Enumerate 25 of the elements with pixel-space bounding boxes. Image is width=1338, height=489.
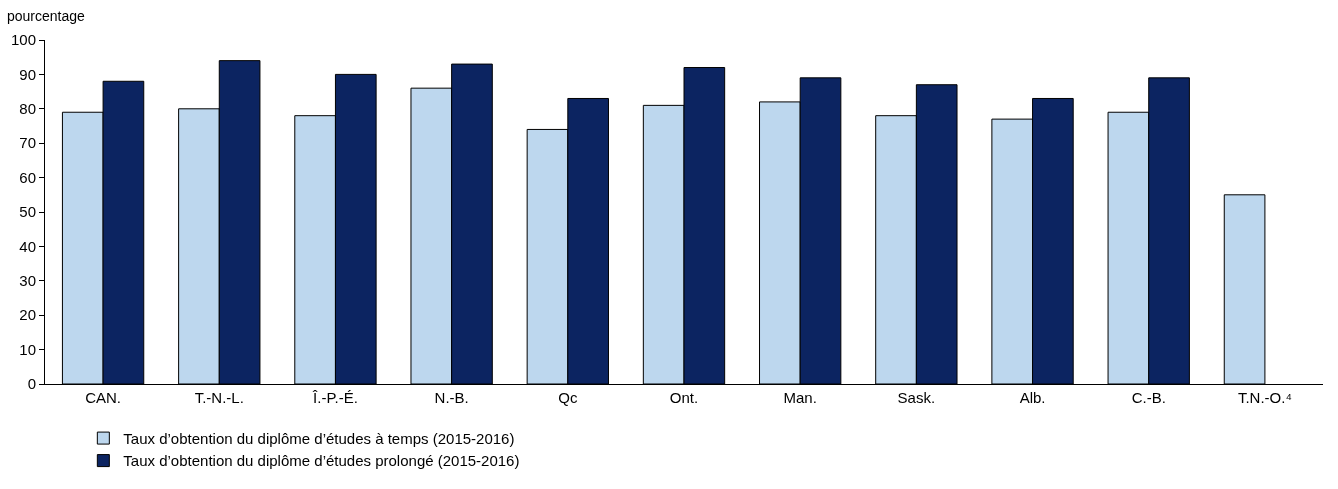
- y-tick-label: 50: [19, 203, 36, 221]
- y-tick-label: 20: [19, 306, 36, 324]
- y-tick-label: 60: [19, 168, 36, 186]
- x-tick-label: Sask.: [897, 389, 936, 406]
- x-tick-label: Î.-P.-É.: [312, 389, 358, 406]
- y-tick-label: 10: [19, 340, 36, 358]
- y-tick-label: 40: [19, 237, 36, 255]
- y-tick-label: 70: [19, 134, 36, 152]
- x-tick-label: N.-B.: [434, 389, 469, 406]
- x-tick-label: T.N.-O.⁴: [1237, 389, 1292, 406]
- y-tick-label: 100: [10, 31, 36, 49]
- x-tick-label: T.-N.-L.: [194, 389, 244, 406]
- x-tick-label: Qc: [558, 389, 578, 406]
- y-tick-label: 30: [19, 272, 36, 290]
- y-tick-label: 80: [19, 100, 36, 118]
- y-tick-label: 90: [19, 65, 36, 83]
- x-tick-label: CAN.: [85, 389, 122, 406]
- x-tick-label: Ont.: [669, 389, 699, 406]
- x-tick-label: Alb.: [1019, 389, 1046, 406]
- y-tick-label: 0: [27, 375, 36, 393]
- x-tick-label: Man.: [783, 389, 817, 406]
- legend-label: Taux d’obtention du diplôme d’études à temps (2015-2016): [123, 429, 515, 447]
- y-axis-title: pourcentage: [7, 8, 86, 24]
- legend-label: Taux d’obtention du diplôme d’études prolongé (2015-2016): [123, 452, 520, 470]
- x-tick-label: C.-B.: [1131, 389, 1166, 406]
